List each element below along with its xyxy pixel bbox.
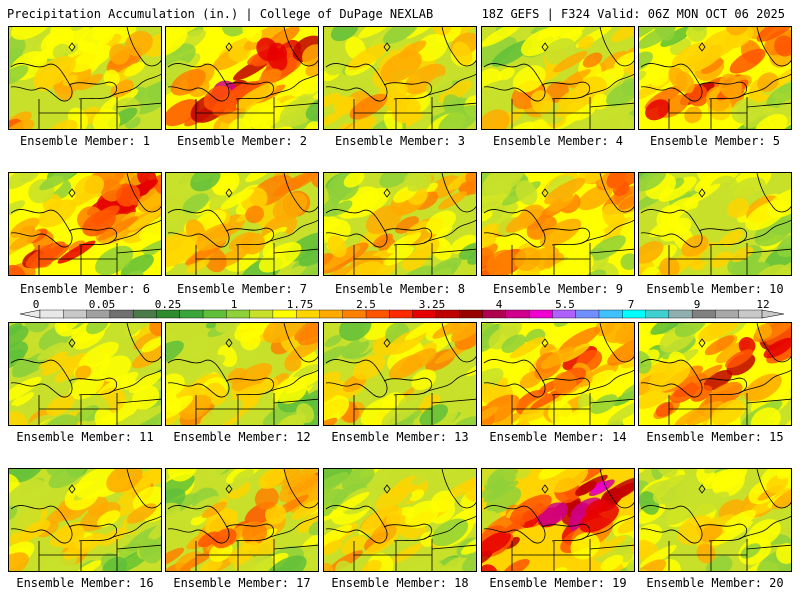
ensemble-member-caption: Ensemble Member: 3 — [334, 134, 466, 148]
colorbar-segment — [342, 309, 367, 319]
precipitation-colorbar: 0 0.05 0.25 1 1.75 2.5 3.25 4 5.5 7 9 12 — [19, 298, 785, 319]
ensemble-member-map — [165, 322, 319, 426]
colorbar-segment — [179, 309, 204, 319]
ensemble-member-map — [638, 172, 792, 276]
colorbar-tick-label: 0 — [33, 298, 40, 311]
colorbar-tick-label: 0.05 — [89, 298, 116, 311]
ensemble-member-map — [8, 468, 162, 572]
colorbar-segment — [202, 309, 227, 319]
colorbar-segment — [435, 309, 460, 319]
colorbar-segment — [86, 309, 111, 319]
ensemble-member-map — [165, 26, 319, 130]
ensemble-member-caption: Ensemble Member: 8 — [334, 282, 466, 296]
ensemble-member-caption: Ensemble Member: 16 — [16, 576, 154, 590]
ensemble-member-map — [165, 468, 319, 572]
ensemble-member-map — [638, 468, 792, 572]
ensemble-member-caption: Ensemble Member: 17 — [173, 576, 311, 590]
colorbar-tick-label: 5.5 — [555, 298, 575, 311]
run-info: 18Z GEFS | F324 Valid: 06Z MON OCT 06 20… — [481, 7, 785, 21]
colorbar-segment — [412, 309, 437, 319]
ensemble-member-map — [323, 26, 477, 130]
colorbar-segment — [459, 309, 484, 319]
colorbar-segment — [319, 309, 344, 319]
ensemble-member-caption: Ensemble Member: 2 — [176, 134, 308, 148]
ensemble-member-map — [638, 26, 792, 130]
colorbar-segment — [528, 309, 553, 319]
ensemble-member-caption: Ensemble Member: 18 — [331, 576, 469, 590]
ensemble-member-map — [323, 172, 477, 276]
colorbar-tick-label: 4 — [496, 298, 503, 311]
ensemble-member-map — [481, 322, 635, 426]
colorbar-max-arrow — [761, 309, 785, 319]
ensemble-member-map — [323, 468, 477, 572]
ensemble-member-caption: Ensemble Member: 12 — [173, 430, 311, 444]
colorbar-tick-label: 1 — [231, 298, 238, 311]
ensemble-member-caption: Ensemble Member: 9 — [492, 282, 624, 296]
ensemble-member-map — [481, 468, 635, 572]
ensemble-member-map — [165, 172, 319, 276]
colorbar-segment — [715, 309, 740, 319]
colorbar-tick-label: 12 — [756, 298, 769, 311]
ensemble-member-map — [8, 322, 162, 426]
colorbar-tick-label: 2.5 — [356, 298, 376, 311]
colorbar-segment — [691, 309, 716, 319]
colorbar-segment — [109, 309, 134, 319]
colorbar-segment — [365, 309, 390, 319]
colorbar-segment — [295, 309, 320, 319]
colorbar-segment — [39, 309, 64, 319]
ensemble-member-caption: Ensemble Member: 14 — [489, 430, 627, 444]
colorbar-segment — [249, 309, 274, 319]
colorbar-segment — [738, 309, 763, 319]
colorbar-segment — [482, 309, 507, 319]
colorbar-segment — [552, 309, 577, 319]
ensemble-member-caption: Ensemble Member: 7 — [176, 282, 308, 296]
colorbar-segment — [598, 309, 623, 319]
colorbar-segment — [132, 309, 157, 319]
ensemble-member-caption: Ensemble Member: 19 — [489, 576, 627, 590]
colorbar-segment — [272, 309, 297, 319]
colorbar-segment — [645, 309, 670, 319]
colorbar-tick-label: 3.25 — [419, 298, 446, 311]
colorbar-segment — [622, 309, 647, 319]
ensemble-member-map — [8, 172, 162, 276]
ensemble-member-caption: Ensemble Member: 6 — [19, 282, 151, 296]
colorbar-segment — [156, 309, 181, 319]
colorbar-segment — [226, 309, 251, 319]
colorbar-segment — [63, 309, 88, 319]
ensemble-member-map — [8, 26, 162, 130]
ensemble-member-caption: Ensemble Member: 11 — [16, 430, 154, 444]
map-title: Precipitation Accumulation (in.) | Colle… — [7, 7, 434, 21]
ensemble-member-caption: Ensemble Member: 10 — [646, 282, 784, 296]
colorbar-segment — [505, 309, 530, 319]
colorbar-tick-label: 7 — [628, 298, 635, 311]
ensemble-member-map — [481, 26, 635, 130]
ensemble-member-caption: Ensemble Member: 20 — [646, 576, 784, 590]
colorbar-segment — [668, 309, 693, 319]
ensemble-member-caption: Ensemble Member: 4 — [492, 134, 624, 148]
colorbar-tick-label: 0.25 — [155, 298, 182, 311]
colorbar-tick-label: 1.75 — [287, 298, 314, 311]
colorbar-segment — [575, 309, 600, 319]
ensemble-member-caption: Ensemble Member: 15 — [646, 430, 784, 444]
ensemble-member-map — [323, 322, 477, 426]
colorbar-tick-label: 9 — [694, 298, 701, 311]
ensemble-member-map — [638, 322, 792, 426]
ensemble-member-caption: Ensemble Member: 1 — [19, 134, 151, 148]
ensemble-member-map — [481, 172, 635, 276]
ensemble-member-caption: Ensemble Member: 5 — [649, 134, 781, 148]
colorbar-min-arrow — [19, 309, 41, 319]
ensemble-member-caption: Ensemble Member: 13 — [331, 430, 469, 444]
colorbar-segment — [389, 309, 414, 319]
